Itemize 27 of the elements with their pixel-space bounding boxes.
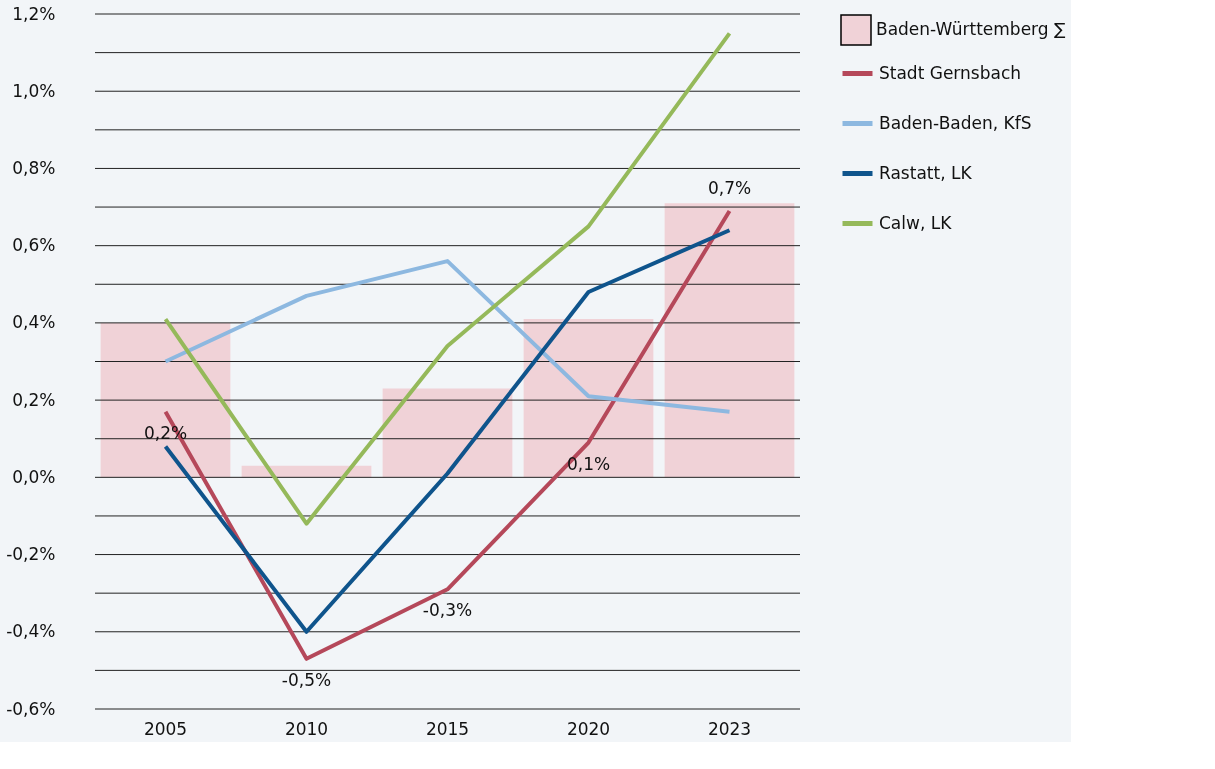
x-tick-label: 2005 (143, 718, 188, 739)
bar (382, 388, 513, 478)
legend-label: Stadt Gernsbach (879, 62, 1022, 83)
y-tick-label: 0,0% (12, 466, 56, 487)
y-tick-label: 1,0% (12, 80, 56, 101)
y-tick-label: -0,2% (6, 544, 56, 565)
y-tick-label: -0,4% (6, 621, 56, 642)
x-tick-label: 2010 (284, 718, 329, 739)
y-tick-label: 0,8% (12, 157, 56, 178)
y-tick-label: 1,2% (12, 3, 56, 24)
y-tick-label: 0,4% (12, 312, 56, 333)
data-label: 0,1% (566, 453, 611, 474)
bar (664, 203, 795, 478)
x-tick-label: 2023 (707, 718, 752, 739)
y-tick-label: 0,6% (12, 235, 56, 256)
x-tick-label: 2015 (425, 718, 470, 739)
data-label: 0,7% (707, 177, 752, 198)
x-tick-label: 2020 (566, 718, 611, 739)
line-series (163, 259, 732, 414)
data-label: -0,3% (422, 600, 473, 621)
data-label: -0,5% (281, 669, 332, 690)
legend-label: Baden-Württemberg ∑ (876, 19, 1066, 39)
y-tick-label: 0,2% (12, 389, 56, 410)
legend-label: Rastatt, LK (879, 162, 973, 183)
legend-label: Calw, LK (879, 212, 953, 233)
legend-label: Baden-Baden, KfS (879, 112, 1032, 133)
y-tick-label: -0,6% (6, 698, 56, 719)
